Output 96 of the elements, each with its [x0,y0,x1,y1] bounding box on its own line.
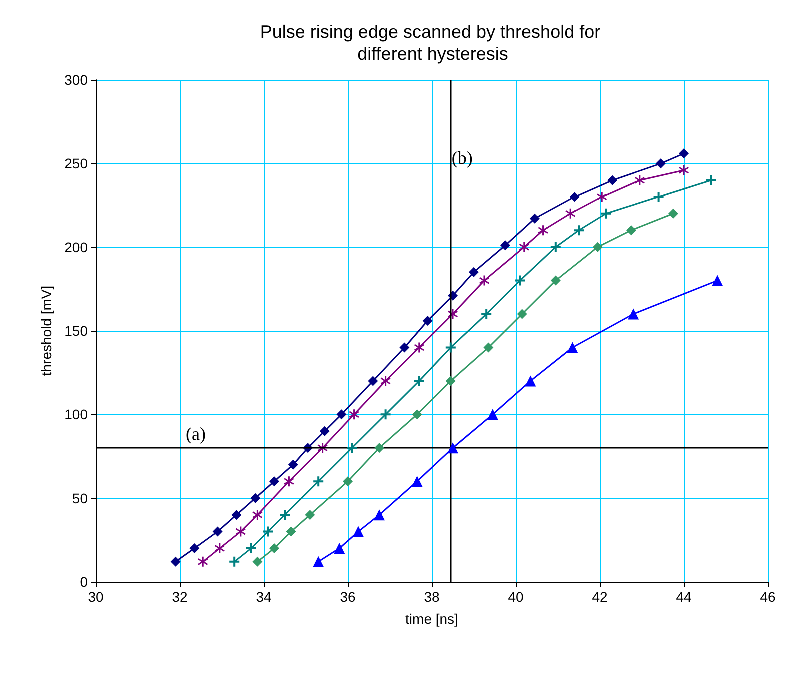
point [214,544,225,554]
point [270,476,280,487]
y-tick-label: 200 [64,239,88,256]
point [446,342,456,353]
point [487,409,498,420]
point [567,342,578,354]
point [448,442,458,454]
point [252,510,263,520]
x-tick-label: 36 [340,589,356,605]
x-tick-label: 46 [760,589,776,605]
point [252,556,263,567]
point [314,476,324,487]
point [380,410,391,420]
y-tick-label: 300 [64,72,88,88]
y-tick-label: 50 [72,490,88,506]
point [656,158,666,169]
point [469,267,479,278]
point [530,214,540,224]
point [343,476,353,487]
point [374,510,385,521]
chart-title: Pulse rising edge scanned by threshold for different hysteresis [260,22,606,64]
point [517,309,528,320]
point [597,192,608,202]
point [525,376,536,387]
point [570,192,580,202]
point [482,309,492,320]
point [592,242,603,252]
y-axis-title: threshold [mV] [38,286,55,376]
point [500,240,510,251]
point [446,376,456,386]
point [198,556,208,567]
point [608,175,618,186]
x-tick-label: 38 [424,589,440,605]
point [566,208,576,219]
point [515,276,526,286]
point [305,510,316,520]
point [422,316,433,326]
point [336,410,347,420]
point [574,226,584,236]
x-tick-label: 34 [256,589,272,605]
point [349,410,360,420]
point [679,148,689,159]
point [353,526,364,538]
point [414,342,424,353]
x-tick-label: 32 [172,589,188,605]
y-tick-label: 0 [80,574,88,590]
point [190,544,200,554]
point [313,556,324,568]
point [236,526,246,537]
point [412,410,422,420]
point [519,242,530,252]
point [263,526,274,537]
ref-line-label: (a) [186,424,206,444]
point [270,544,280,554]
point [712,275,724,286]
point [634,175,645,186]
x-tick-label: 40 [508,589,524,605]
point [550,276,561,286]
point [284,476,294,487]
point [601,208,612,219]
point [484,342,494,353]
point [368,376,378,386]
point [212,526,223,537]
point [334,543,346,554]
point [320,426,330,436]
point [414,376,424,386]
point [668,208,678,219]
ref-line-label: (b) [452,148,473,168]
y-tick-label: 150 [64,323,88,339]
y-tick-label: 100 [64,406,88,423]
point [170,556,181,567]
y-tick-label: 250 [64,156,88,172]
point [380,376,391,386]
point [280,510,290,520]
point [286,526,296,537]
x-tick-label: 44 [676,589,692,605]
x-tick-label: 30 [88,589,104,605]
x-axis-title: time [ns] [406,611,458,627]
point [538,226,548,236]
point [288,460,298,470]
point [412,476,423,488]
x-tick-label: 42 [592,589,608,605]
point [679,165,689,176]
point [626,226,636,236]
point [654,192,664,202]
point [232,510,242,520]
point [400,342,410,353]
point [550,242,561,252]
point [628,308,640,320]
point [480,276,490,286]
point [374,443,384,454]
point [706,175,716,186]
point [347,443,358,454]
point [246,544,256,554]
point [250,493,261,504]
point [230,556,240,567]
